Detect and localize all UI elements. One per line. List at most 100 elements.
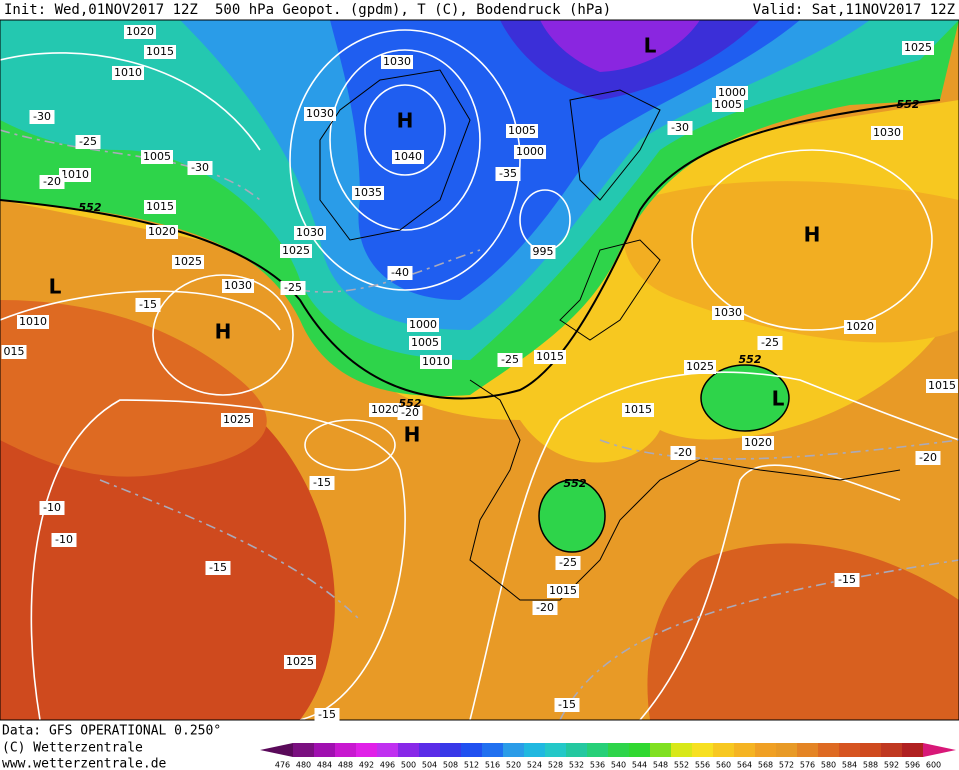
scale-label: 544 (632, 761, 647, 770)
scale-label: 516 (485, 761, 500, 770)
label-box (1, 345, 27, 359)
label-box (172, 255, 204, 269)
isobar-label: 1020 (846, 320, 874, 333)
isobar-label: 1005 (714, 98, 742, 111)
temperature-label: -15 (209, 561, 227, 574)
temperature-label: -40 (391, 266, 409, 279)
label-box (534, 350, 566, 364)
label-box (495, 167, 521, 181)
label-box (397, 406, 423, 420)
label-box (205, 561, 231, 575)
temperature-label: -30 (191, 161, 209, 174)
label-box (304, 107, 336, 121)
label-box (146, 225, 178, 239)
pressure-center: L (772, 387, 785, 411)
init-label: Init: Wed,01NOV2017 12Z (4, 2, 198, 18)
scale-swatch (503, 743, 525, 757)
isobar-label: 1000 (516, 145, 544, 158)
pressure-center: H (804, 223, 821, 247)
scale-swatch (335, 743, 357, 757)
scale-swatch (293, 743, 315, 757)
temperature-label: -10 (55, 533, 73, 546)
temperature-label: -25 (761, 336, 779, 349)
temperature-label: -25 (79, 135, 97, 148)
label-box (222, 279, 254, 293)
label-box (712, 306, 744, 320)
isobar-label: 1025 (282, 244, 310, 257)
label-box (141, 150, 173, 164)
temperature-label: -20 (674, 446, 692, 459)
scale-swatch (734, 743, 756, 757)
label-box (844, 320, 876, 334)
isobar-label: 1000 (718, 86, 746, 99)
color-scale: 476 480 484 488 492 496 500 504 508 512 516 520 524 5… (260, 743, 956, 770)
label-box (834, 573, 860, 587)
scale-label: 584 (842, 761, 857, 770)
contour-label: 552 (897, 98, 920, 111)
label-box (39, 501, 65, 515)
label-box (309, 476, 335, 490)
pressure-center: H (215, 320, 232, 344)
isobar-label: 1010 (19, 315, 47, 328)
label-box (667, 121, 693, 135)
pressure-center: H (397, 109, 414, 133)
contour-label: 552 (399, 397, 422, 410)
scale-label: 576 (800, 761, 815, 770)
scale-label: 520 (506, 761, 521, 770)
scale-swatch (818, 743, 840, 757)
label-box (59, 168, 91, 182)
scale-swatch (440, 743, 462, 757)
scale-swatch (692, 743, 714, 757)
scale-swatch (482, 743, 504, 757)
scale-swatch (587, 743, 609, 757)
scale-label: 548 (653, 761, 668, 770)
isobar-label: 995 (533, 245, 554, 258)
isobar-label: 1025 (904, 41, 932, 54)
isobar-label: 1020 (126, 25, 154, 38)
isobar-label: 1015 (624, 403, 652, 416)
label-box (221, 413, 253, 427)
label-box (124, 25, 156, 39)
contour-label: 552 (79, 201, 102, 214)
label-box (514, 145, 546, 159)
label-box (547, 584, 579, 598)
temperature-label: -20 (536, 601, 554, 614)
isobar-label: 1025 (286, 655, 314, 668)
label-box (712, 98, 744, 112)
map-labels: 1020 1015 1010 1030 1030 1040 1035 1030 1025 1005… (1, 25, 958, 722)
scale-swatch (881, 743, 903, 757)
scale-label: 476 (275, 761, 290, 770)
scale-swatch (629, 743, 651, 757)
scale-label: 540 (611, 761, 626, 770)
label-box (187, 161, 213, 175)
isobar-label: 1010 (422, 355, 450, 368)
temperature-label: -35 (499, 167, 517, 180)
temperature-label: -15 (139, 298, 157, 311)
scale-label: 488 (338, 761, 353, 770)
label-box (314, 708, 340, 722)
label-box (554, 698, 580, 712)
label-box (670, 446, 696, 460)
label-box (506, 124, 538, 138)
scale-label: 492 (359, 761, 374, 770)
scale-swatch (713, 743, 735, 757)
isobar-label: 1005 (411, 336, 439, 349)
isobar-label: 1015 (549, 584, 577, 597)
scale-label: 500 (401, 761, 416, 770)
isobar-label: 1005 (143, 150, 171, 163)
isobar-label: 1020 (371, 403, 399, 416)
scale-swatch (545, 743, 567, 757)
label-box (684, 360, 716, 374)
scale-swatch (314, 743, 336, 757)
label-box (392, 150, 424, 164)
scale-label: 572 (779, 761, 794, 770)
label-box (280, 244, 312, 258)
label-box (757, 336, 783, 350)
pressure-center: H (404, 423, 421, 447)
temperature-label: -20 (401, 406, 419, 419)
isobar-label: 1010 (61, 168, 89, 181)
map-field (0, 20, 959, 720)
scale-label: 496 (380, 761, 395, 770)
isobar-label: 1030 (383, 55, 411, 68)
label-box (112, 66, 144, 80)
